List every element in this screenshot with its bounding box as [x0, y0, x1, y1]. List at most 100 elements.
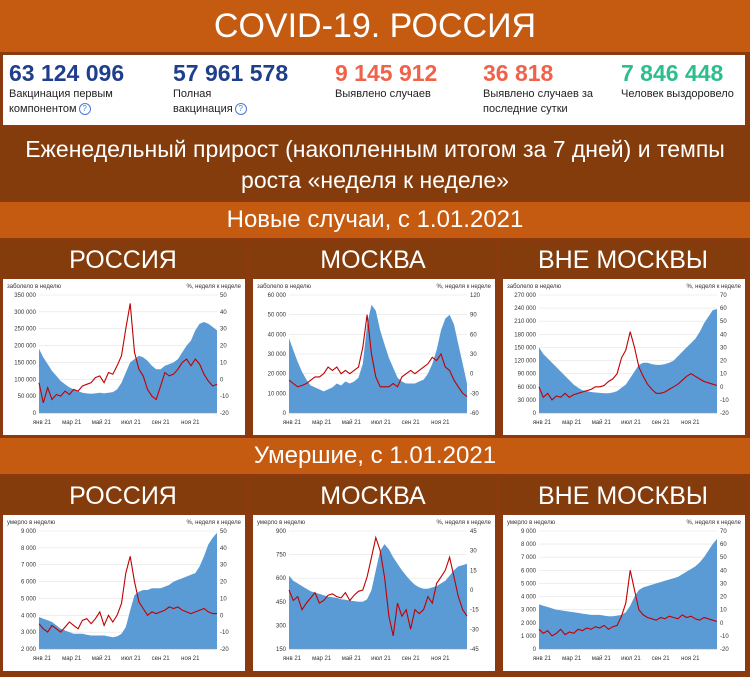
y2-tick-label: -45	[470, 647, 479, 653]
area-series	[539, 309, 717, 413]
y1-tick-label: 300 000	[14, 310, 36, 316]
page-subtitle: Еженедельный прирост (накопленным итогом…	[0, 128, 750, 200]
y2-tick-label: 50	[220, 293, 227, 299]
y1-tick-label: 10 000	[268, 391, 287, 397]
stat-value: 36 818	[483, 60, 554, 86]
y1-tick-label: 6 000	[521, 568, 537, 574]
y1-tick-label: 450	[276, 600, 287, 606]
y1-tick-label: 900	[276, 529, 287, 535]
y2-tick-label: 45	[470, 529, 477, 535]
y2-tick-label: 60	[470, 332, 477, 338]
x-tick-label: июл 21	[621, 420, 641, 426]
y2-tick-label: -60	[470, 411, 479, 417]
y2-tick-label: 0	[720, 385, 724, 391]
y1-tick-label: 270 000	[514, 293, 536, 299]
x-tick-label: июл 21	[371, 656, 391, 662]
y1-tick-label: 180 000	[514, 332, 536, 338]
y2-tick-label: -20	[720, 411, 729, 417]
region-title-moscow-cases: МОСКВА	[250, 241, 496, 277]
help-icon[interactable]: ?	[78, 103, 91, 116]
x-tick-label: ноя 21	[431, 420, 450, 426]
y2-tick-label: 20	[220, 580, 227, 586]
chart-svg: заболело в неделю %, неделя к неделе 0 10 0…	[257, 284, 492, 426]
y2-tick-label: 120	[470, 293, 481, 299]
y2-tick-label: 70	[720, 293, 727, 299]
page-title: COVID-19. РОССИЯ	[0, 0, 750, 52]
x-tick-label: май 21	[592, 655, 612, 662]
y2-tick-label: 30	[220, 327, 227, 333]
y2-tick-label: 40	[220, 546, 227, 552]
y2-axis-label: %, неделя к неделе	[186, 520, 241, 526]
y1-tick-label: 20 000	[268, 372, 287, 378]
y1-tick-label: 0	[533, 411, 537, 417]
y1-tick-label: 3 000	[521, 608, 537, 614]
y1-tick-label: 2 000	[521, 621, 537, 627]
y1-tick-label: 60 000	[268, 293, 287, 299]
y2-tick-label: 40	[220, 310, 227, 316]
y2-tick-label: 30	[720, 581, 727, 587]
x-tick-label: ноя 21	[181, 420, 200, 426]
stat-cases: 9 145 912 Выявлено случаев	[335, 55, 475, 125]
x-tick-label: май 21	[92, 419, 112, 426]
chart-svg: умерло в неделю %, неделя к неделе 0 1 000 2…	[507, 520, 742, 662]
stat-label: Вакцинация первым компонентом?	[9, 88, 113, 116]
chart-svg: умерло в неделю%, неделя к неделе1503004…	[257, 520, 492, 662]
line-series	[288, 314, 468, 398]
y1-tick-label: 4 000	[21, 613, 37, 619]
y2-tick-label: 0	[220, 613, 224, 619]
y1-tick-label: 350 000	[14, 293, 36, 299]
y1-tick-label: 150 000	[514, 345, 536, 351]
area-series	[39, 532, 217, 649]
y1-tick-label: 750	[276, 553, 287, 559]
y2-tick-label: 30	[220, 563, 227, 569]
y2-axis-label: %, неделя к неделе	[436, 284, 491, 290]
help-icon[interactable]: ?	[234, 103, 247, 116]
y1-tick-label: 7 000	[21, 563, 37, 569]
stat-label: Полная вакцинация?	[173, 87, 253, 117]
y2-tick-label: 20	[720, 595, 727, 601]
x-tick-label: мар 21	[562, 420, 582, 426]
section-title-cases: Новые случаи, с 1.01.2021	[0, 202, 750, 238]
y2-tick-label: -30	[470, 627, 479, 633]
x-tick-label: янв 21	[33, 420, 52, 426]
y2-axis-label: %, неделя к неделе	[186, 284, 241, 290]
section-title-deaths: Умершие, с 1.01.2021	[0, 438, 750, 474]
y1-tick-label: 9 000	[521, 529, 537, 535]
y1-tick-label: 50 000	[268, 313, 287, 319]
area-series	[289, 304, 467, 413]
x-tick-label: ноя 21	[431, 656, 450, 662]
y2-tick-label: 40	[720, 568, 727, 574]
y1-tick-label: 200 000	[14, 344, 36, 350]
x-tick-label: сен 21	[152, 420, 171, 426]
area-series	[539, 538, 717, 649]
y2-axis-label: %, неделя к неделе	[686, 520, 741, 526]
y2-tick-label: 0	[470, 372, 474, 378]
stat-label: Человек выздоровело	[621, 88, 734, 100]
y1-tick-label: 150	[276, 647, 287, 653]
y2-tick-label: -30	[470, 391, 479, 397]
x-tick-label: мар 21	[562, 656, 582, 662]
stat-recovered: 7 846 448 Человек выздоровело	[621, 55, 745, 125]
y2-tick-label: 30	[720, 345, 727, 351]
y2-tick-label: 10	[220, 360, 227, 366]
y2-tick-label: 0	[720, 621, 724, 627]
x-tick-label: июл 21	[371, 420, 391, 426]
y1-tick-label: 0	[533, 647, 537, 653]
x-tick-label: сен 21	[652, 656, 671, 662]
chart-svg: заболело в неделю %, неделя к неделе 0 50 0…	[7, 284, 242, 426]
y2-tick-label: 60	[720, 306, 727, 312]
chart-deaths-russia: умерло в неделю %, неделя к неделе 2 000 3 …	[3, 515, 245, 671]
y2-tick-label: 10	[720, 372, 727, 378]
y2-tick-label: 0	[220, 377, 224, 383]
y2-tick-label: -15	[470, 608, 479, 614]
line-series	[288, 535, 468, 637]
x-tick-label: ноя 21	[681, 656, 700, 662]
y1-tick-label: 5 000	[521, 581, 537, 587]
y1-tick-label: 1 000	[521, 634, 537, 640]
y1-tick-label: 2 000	[21, 647, 37, 653]
x-tick-label: янв 21	[33, 656, 52, 662]
region-title-russia-deaths: РОССИЯ	[0, 477, 246, 513]
y1-tick-label: 240 000	[514, 306, 536, 312]
x-tick-label: мар 21	[312, 656, 332, 662]
region-title-outside-moscow-deaths: ВНЕ МОСКВЫ	[500, 477, 746, 513]
